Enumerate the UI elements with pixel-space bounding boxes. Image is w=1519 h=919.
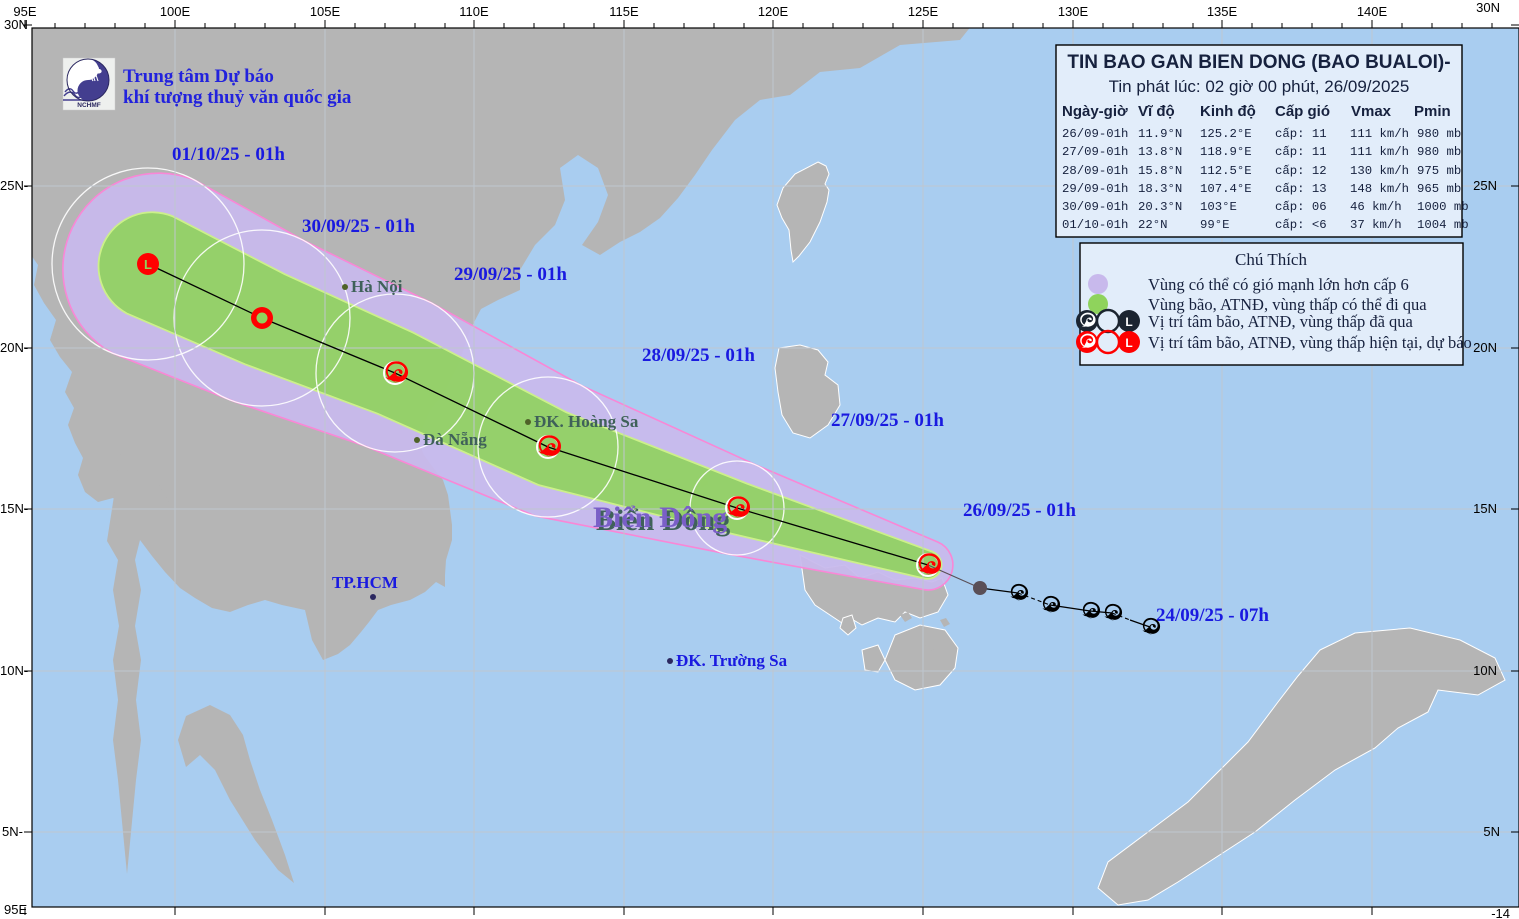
svg-text:29/09/25 - 01h: 29/09/25 - 01h — [454, 264, 567, 285]
svg-text:980 mb: 980 mb — [1417, 127, 1461, 141]
svg-text:Kinh độ: Kinh độ — [1200, 103, 1256, 120]
svg-text:95E: 95E — [4, 902, 27, 917]
svg-text:107.4°E: 107.4°E — [1200, 182, 1252, 196]
svg-text:125E: 125E — [908, 4, 939, 19]
svg-text:cấp: 11: cấp: 11 — [1275, 145, 1327, 159]
svg-text:130E: 130E — [1058, 4, 1089, 19]
svg-text:30/09/25 - 01h: 30/09/25 - 01h — [302, 216, 415, 237]
svg-text:130 km/h: 130 km/h — [1350, 164, 1409, 178]
svg-text:10N: 10N — [1473, 663, 1497, 678]
svg-text:10N-: 10N- — [0, 663, 28, 678]
svg-text:29/09-01h: 29/09-01h — [1062, 182, 1128, 196]
svg-text:1000 mb: 1000 mb — [1417, 200, 1469, 214]
svg-text:01/10/25 - 01h: 01/10/25 - 01h — [172, 144, 285, 165]
svg-text:Pmin: Pmin — [1414, 103, 1451, 120]
svg-text:L: L — [1125, 315, 1132, 329]
svg-text:Vị trí tâm bão, ATNĐ, vùng thấ: Vị trí tâm bão, ATNĐ, vùng thấp đã qua — [1148, 312, 1414, 331]
svg-text:30/09-01h: 30/09-01h — [1062, 200, 1128, 214]
svg-text:Hà Nội: Hà Nội — [351, 277, 403, 296]
svg-text:15.8°N: 15.8°N — [1138, 164, 1182, 178]
svg-text:cấp: <6: cấp: <6 — [1275, 218, 1327, 232]
svg-text:25N: 25N — [1473, 178, 1497, 193]
svg-text:cấp: 13: cấp: 13 — [1275, 182, 1327, 196]
svg-text:980 mb: 980 mb — [1417, 145, 1461, 159]
svg-text:30N: 30N — [4, 17, 28, 32]
svg-text:28/09/25 - 01h: 28/09/25 - 01h — [642, 345, 755, 366]
svg-text:01/10-01h: 01/10-01h — [1062, 218, 1128, 232]
svg-text:Vmax: Vmax — [1351, 103, 1392, 120]
svg-text:Vị trí tâm bão, ATNĐ, vùng thấ: Vị trí tâm bão, ATNĐ, vùng thấp hiện tại… — [1148, 333, 1472, 352]
svg-text:khí tượng thuỷ văn quốc gia: khí tượng thuỷ văn quốc gia — [123, 87, 352, 108]
svg-text:18.3°N: 18.3°N — [1138, 182, 1182, 196]
svg-text:20N: 20N — [1473, 340, 1497, 355]
svg-text:Trung tâm Dự báo: Trung tâm Dự báo — [123, 66, 274, 87]
svg-text:46 km/h: 46 km/h — [1350, 200, 1402, 214]
svg-text:ĐK. Trường Sa: ĐK. Trường Sa — [676, 651, 788, 670]
svg-text:5N: 5N — [1483, 824, 1500, 839]
svg-text:140E: 140E — [1357, 4, 1388, 19]
svg-text:NCHMF: NCHMF — [77, 102, 100, 109]
svg-text:Đà Nẵng: Đà Nẵng — [423, 430, 487, 449]
svg-text:20.3°N: 20.3°N — [1138, 200, 1182, 214]
svg-text:110E: 110E — [459, 4, 489, 19]
svg-text:135E: 135E — [1207, 4, 1238, 19]
svg-text:Chú Thích: Chú Thích — [1235, 250, 1307, 269]
svg-text:15N: 15N — [1473, 501, 1497, 516]
svg-text:125.2°E: 125.2°E — [1200, 127, 1252, 141]
svg-text:27/09-01h: 27/09-01h — [1062, 145, 1128, 159]
svg-text:22°N: 22°N — [1138, 218, 1168, 232]
svg-text:Vĩ độ: Vĩ độ — [1138, 103, 1175, 120]
svg-text:Ngày-giờ: Ngày-giờ — [1062, 103, 1128, 120]
svg-text:cấp: 12: cấp: 12 — [1275, 164, 1327, 178]
svg-text:105E: 105E — [310, 4, 341, 19]
svg-text:26/09-01h: 26/09-01h — [1062, 127, 1128, 141]
svg-text:20N-: 20N- — [0, 340, 28, 355]
svg-text:TIN BAO GAN BIEN DONG (BAO BUA: TIN BAO GAN BIEN DONG (BAO BUALOI)- — [1067, 52, 1450, 73]
svg-text:99°E: 99°E — [1200, 218, 1230, 232]
svg-text:975 mb: 975 mb — [1417, 164, 1461, 178]
svg-text:118.9°E: 118.9°E — [1200, 145, 1252, 159]
svg-text:Tin phát lúc: 02 giờ 00 phút,: Tin phát lúc: 02 giờ 00 phút, 26/09/2025 — [1109, 77, 1410, 96]
svg-text:ĐK. Hoàng Sa: ĐK. Hoàng Sa — [534, 412, 639, 431]
svg-text:25N-: 25N- — [0, 178, 28, 193]
svg-text:cấp: 06: cấp: 06 — [1275, 200, 1327, 214]
svg-text:27/09/25 - 01h: 27/09/25 - 01h — [831, 410, 944, 431]
svg-text:13.8°N: 13.8°N — [1138, 145, 1182, 159]
svg-text:-14: -14 — [1491, 906, 1510, 919]
svg-text:112.5°E: 112.5°E — [1200, 164, 1252, 178]
svg-text:30N: 30N — [1476, 0, 1500, 15]
svg-text:Cấp gió: Cấp gió — [1275, 103, 1330, 120]
svg-text:24/09/25 - 07h: 24/09/25 - 07h — [1156, 605, 1269, 626]
svg-text:5N-: 5N- — [2, 824, 23, 839]
svg-text:28/09-01h: 28/09-01h — [1062, 164, 1128, 178]
svg-text:26/09/25 - 01h: 26/09/25 - 01h — [963, 500, 1076, 521]
svg-text:L: L — [1125, 336, 1132, 350]
svg-text:1004 mb: 1004 mb — [1417, 218, 1469, 232]
svg-text:148 km/h: 148 km/h — [1350, 182, 1409, 196]
svg-text:965 mb: 965 mb — [1417, 182, 1461, 196]
svg-text:37 km/h: 37 km/h — [1350, 218, 1402, 232]
svg-text:15N-: 15N- — [0, 501, 28, 516]
svg-text:120E: 120E — [758, 4, 789, 19]
svg-text:103°E: 103°E — [1200, 200, 1237, 214]
svg-text:11.9°N: 11.9°N — [1138, 127, 1182, 141]
svg-text:Vùng có thể có gió mạnh lớn hơ: Vùng có thể có gió mạnh lớn hơn cấp 6 — [1148, 275, 1409, 294]
svg-text:Biển Đông: Biển Đông — [593, 501, 727, 534]
svg-text:111 km/h: 111 km/h — [1350, 127, 1409, 141]
svg-text:111 km/h: 111 km/h — [1350, 145, 1409, 159]
svg-text:L: L — [144, 257, 152, 272]
svg-text:TP.HCM: TP.HCM — [332, 573, 398, 592]
svg-text:100E: 100E — [160, 4, 191, 19]
svg-text:115E: 115E — [609, 4, 639, 19]
svg-text:cấp: 11: cấp: 11 — [1275, 127, 1327, 141]
